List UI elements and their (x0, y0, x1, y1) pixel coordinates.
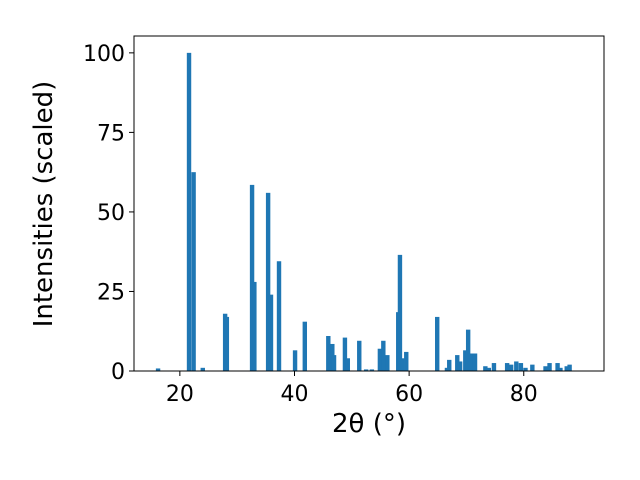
bar (186, 52, 192, 371)
bar (385, 355, 390, 371)
x-tick-label: 40 (280, 382, 308, 407)
bar (468, 353, 474, 371)
bar (302, 321, 308, 371)
bar (342, 337, 348, 371)
bar (404, 351, 409, 371)
bar (357, 340, 362, 371)
bar (377, 348, 383, 371)
y-tick-label: 50 (97, 201, 125, 226)
bar (369, 369, 375, 371)
bar (508, 364, 514, 371)
bar (523, 367, 528, 371)
x-axis-label: 2θ (°) (332, 409, 406, 439)
y-tick-label: 25 (97, 280, 125, 305)
bar (504, 363, 510, 371)
bar (345, 358, 350, 371)
y-tick-label: 75 (97, 121, 125, 146)
bar (558, 367, 563, 371)
bar (191, 172, 196, 371)
bar (457, 361, 463, 371)
x-tick-label: 80 (510, 382, 538, 407)
plot-frame (133, 35, 605, 372)
bar (292, 350, 298, 371)
bar (455, 355, 460, 371)
bar (381, 340, 386, 371)
bar (400, 358, 405, 371)
y-tick-label: 0 (111, 360, 125, 385)
bar (249, 184, 255, 371)
bar (463, 350, 468, 371)
bar (200, 367, 205, 371)
bar (447, 359, 452, 371)
x-tick-label: 60 (395, 382, 423, 407)
bar (252, 281, 257, 371)
bar (276, 261, 282, 371)
bar (363, 369, 369, 371)
bar (530, 364, 535, 371)
bar (444, 367, 450, 371)
bar (555, 363, 560, 371)
bar (491, 363, 497, 371)
y-tick-label: 100 (83, 42, 125, 67)
bar (472, 353, 478, 371)
bar (224, 316, 230, 371)
bar (331, 355, 337, 371)
bar (547, 363, 552, 371)
bar (486, 367, 491, 371)
bar (326, 336, 331, 371)
bar (268, 294, 274, 371)
bar (465, 329, 471, 371)
bar (155, 368, 161, 371)
bar (397, 254, 403, 371)
bar (567, 364, 572, 371)
y-axis-label: Intensities (scaled) (29, 81, 59, 328)
bar (518, 363, 524, 371)
bar (564, 366, 569, 371)
x-tick-label: 20 (166, 382, 194, 407)
bar (435, 316, 440, 371)
bar (265, 192, 271, 371)
bar (543, 366, 548, 371)
bar (514, 361, 519, 371)
bar (483, 366, 488, 371)
